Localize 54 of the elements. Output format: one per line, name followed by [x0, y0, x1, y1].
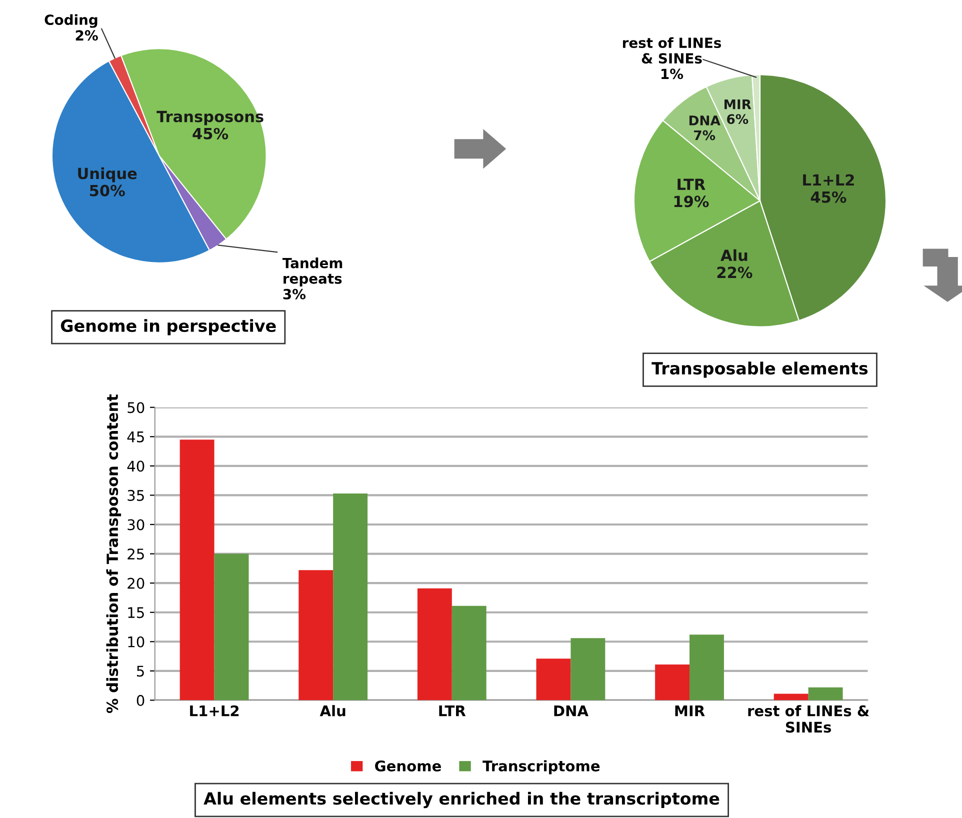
y-tick-label: 5: [137, 666, 144, 677]
data-label: 22%: [717, 266, 752, 278]
data-label: 19%: [674, 196, 709, 208]
y-tick-label: 30: [128, 519, 144, 530]
slice-label: MIR: [724, 99, 752, 110]
data-label: 6%: [727, 114, 748, 124]
data-label: 1%: [662, 68, 684, 80]
legend-label: Transcriptome: [482, 760, 600, 774]
slice-label: Coding: [44, 14, 98, 28]
x-tick-label: Alu: [320, 705, 346, 716]
text: Alu elements selectively enriched in the transcriptome: [204, 792, 720, 808]
data-label: 45%: [192, 128, 228, 140]
bar: [417, 588, 452, 700]
x-tick-label: DNA: [554, 706, 588, 716]
slice-label: LTR: [678, 178, 706, 190]
slice-label: L1+L2: [803, 174, 854, 186]
slice-label: Tandem repeats: [282, 258, 342, 287]
bar: [774, 694, 808, 700]
y-tick-label: 20: [128, 578, 144, 589]
data-label: 3%: [283, 288, 306, 300]
bar: [690, 634, 724, 700]
bar: [214, 554, 249, 700]
x-tick-label: LTR: [439, 706, 466, 716]
data-label: 2%: [76, 30, 98, 41]
data-label: 45%: [810, 191, 846, 203]
data-label: 50%: [90, 184, 125, 196]
bar: [180, 440, 214, 700]
slice-label: Alu: [720, 249, 748, 262]
y-axis-title: % distribution of Transposon content: [106, 394, 122, 714]
y-tick-label: 0: [136, 694, 144, 706]
y-tick-label: 15: [128, 607, 144, 618]
x-tick-label: MIR: [675, 706, 705, 716]
bar: [808, 687, 843, 700]
y-tick-label: 50: [128, 402, 144, 414]
text: Genome in perspective: [60, 319, 276, 336]
bar: [536, 658, 571, 700]
x-tick-label: rest of LINEs & SINEs: [748, 705, 870, 733]
y-tick-label: 10: [128, 636, 144, 648]
data-label: 7%: [694, 130, 716, 140]
y-tick-label: 45: [127, 432, 144, 442]
y-tick-label: 40: [127, 460, 144, 472]
bar: [333, 493, 368, 700]
bar: [570, 638, 606, 700]
slice-label: Unique: [78, 167, 137, 182]
text: Transposable elements: [652, 362, 868, 378]
y-tick-label: 25: [128, 548, 144, 560]
slice-label: DNA: [689, 116, 720, 126]
bar: [655, 664, 690, 700]
bar: [452, 606, 486, 700]
slice-label: rest of LINEs & SINEs: [623, 37, 721, 64]
y-tick-label: 35: [128, 490, 144, 501]
x-tick-label: L1+L2: [190, 705, 239, 716]
bar: [298, 570, 334, 700]
legend-label: Genome: [375, 760, 441, 772]
